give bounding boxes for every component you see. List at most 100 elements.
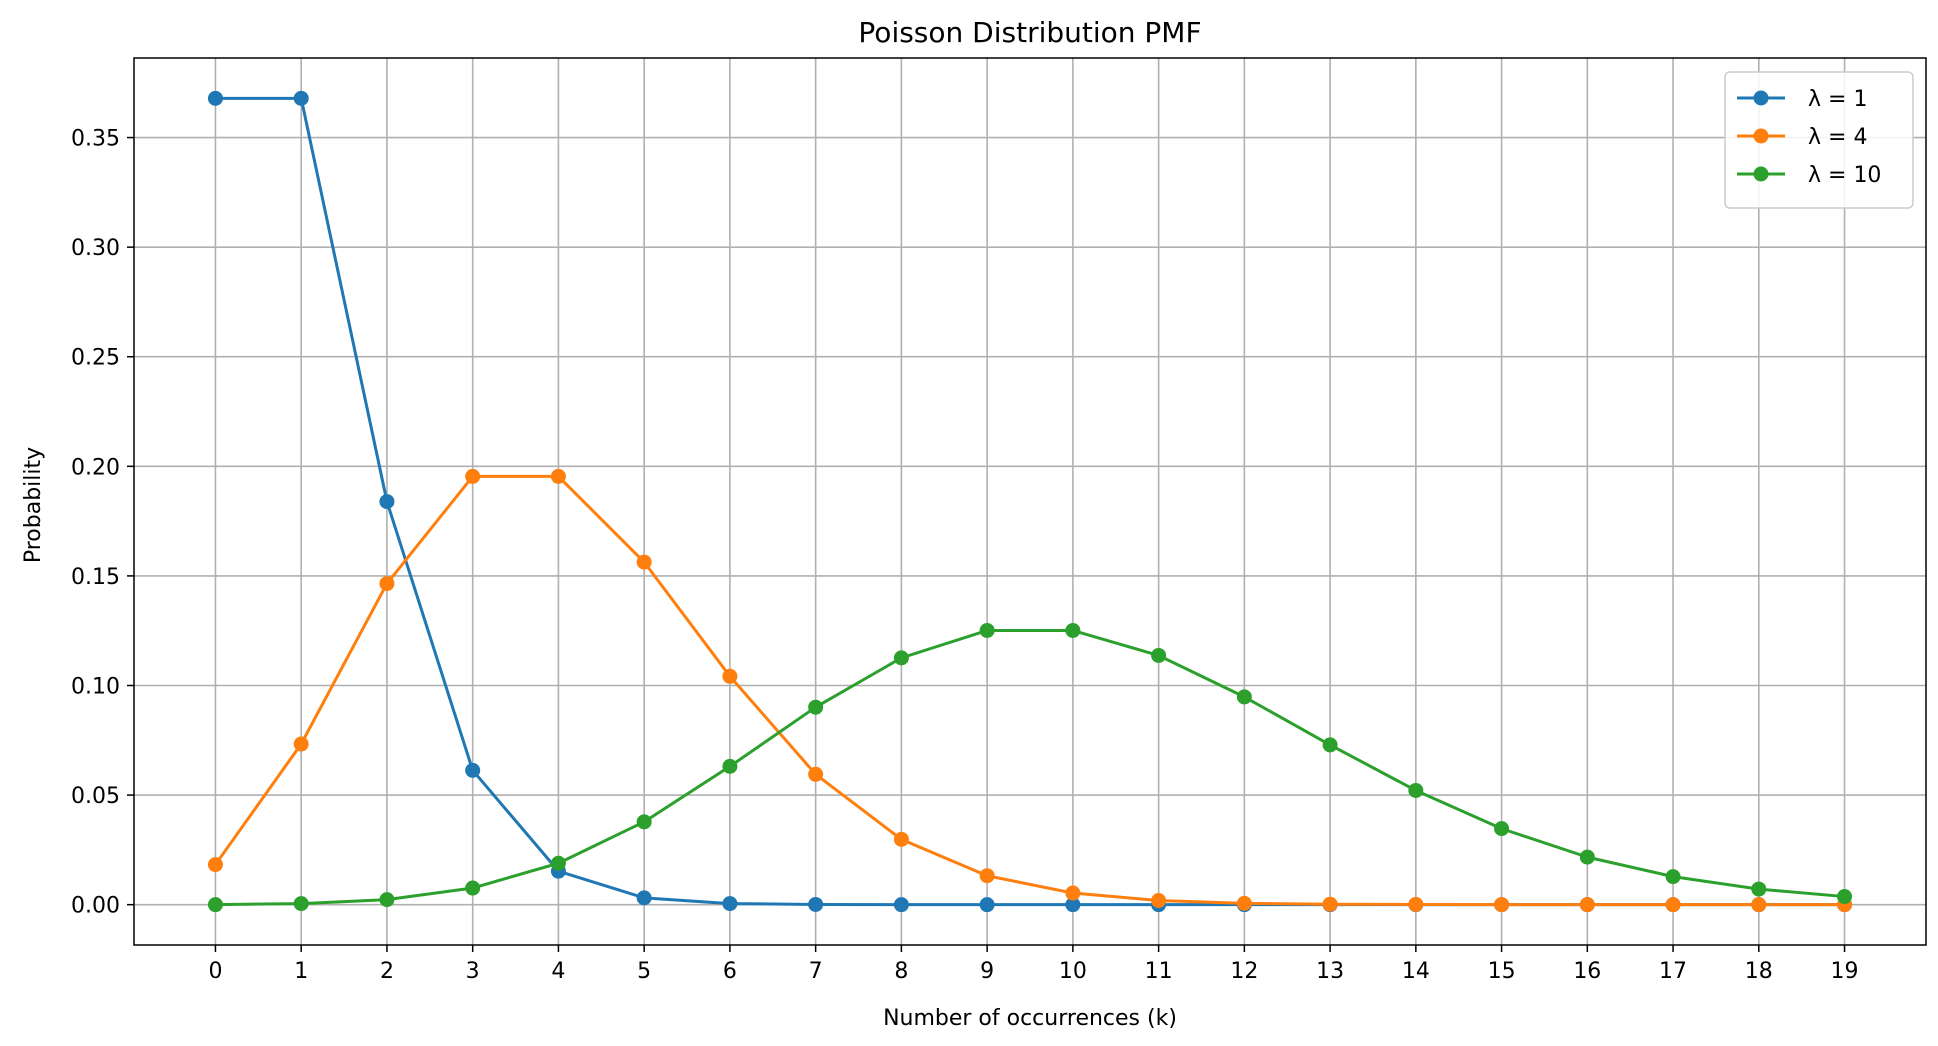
x-tick-label: 15	[1488, 959, 1516, 984]
y-tick-label: 0.35	[71, 127, 120, 152]
data-point	[636, 814, 652, 830]
data-point	[207, 897, 223, 913]
data-point	[1408, 896, 1424, 912]
grid	[134, 58, 1926, 945]
x-tick-label: 2	[380, 959, 394, 984]
data-point	[893, 897, 909, 913]
data-point	[293, 896, 309, 912]
legend-label: λ = 10	[1808, 163, 1881, 188]
data-point	[1579, 849, 1595, 865]
data-point	[550, 468, 566, 484]
data-point	[1322, 737, 1338, 753]
x-tick-label: 7	[809, 959, 823, 984]
x-tick-label: 5	[637, 959, 651, 984]
series-line	[214, 474, 1845, 907]
data-point	[1322, 896, 1338, 912]
data-point	[1408, 782, 1424, 798]
legend-marker	[1753, 128, 1769, 144]
data-point	[1151, 647, 1167, 663]
data-point	[979, 868, 995, 884]
series-2	[207, 468, 1853, 913]
data-point	[379, 576, 395, 592]
data-point	[722, 758, 738, 774]
x-tick-label: 18	[1745, 959, 1773, 984]
x-tick-label: 8	[894, 959, 908, 984]
plot-area-frame	[133, 57, 1927, 946]
data-point	[465, 880, 481, 896]
series-layer	[207, 90, 1853, 913]
data-point	[293, 736, 309, 752]
x-tick-label: 19	[1831, 959, 1859, 984]
x-tick-label: 14	[1402, 959, 1430, 984]
data-point	[1579, 897, 1595, 913]
x-tick-label: 0	[208, 959, 222, 984]
data-point	[979, 897, 995, 913]
data-point	[808, 766, 824, 782]
data-point	[722, 896, 738, 912]
y-tick-label: 0.30	[71, 236, 120, 261]
y-tick-label: 0.05	[71, 784, 120, 809]
data-point	[1665, 897, 1681, 913]
data-point	[1665, 869, 1681, 885]
data-point	[1494, 821, 1510, 837]
data-point	[293, 90, 309, 106]
x-tick-label: 1	[294, 959, 308, 984]
x-tick-label: 10	[1059, 959, 1087, 984]
x-tick-label: 13	[1316, 959, 1344, 984]
data-point	[550, 855, 566, 871]
x-tick-label: 11	[1145, 959, 1173, 984]
y-tick-label: 0.25	[71, 346, 120, 371]
data-point	[207, 90, 223, 106]
data-point	[1751, 897, 1767, 913]
data-point	[1494, 897, 1510, 913]
x-tick-label: 17	[1659, 959, 1687, 984]
chart-title: Poisson Distribution PMF	[858, 16, 1201, 49]
data-point	[1837, 889, 1853, 905]
data-point	[465, 762, 481, 778]
data-point	[893, 831, 909, 847]
y-tick-label: 0.15	[71, 565, 120, 590]
x-tick-label: 3	[466, 959, 480, 984]
data-point	[722, 668, 738, 684]
y-tick-label: 0.20	[71, 455, 120, 480]
x-axis-label: Number of occurrences (k)	[883, 1006, 1177, 1031]
legend-marker	[1753, 166, 1769, 182]
x-tick-label: 6	[723, 959, 737, 984]
data-point	[808, 699, 824, 715]
data-point	[1236, 895, 1252, 911]
data-point	[207, 857, 223, 873]
data-point	[379, 892, 395, 908]
series-3	[207, 622, 1853, 913]
legend-label: λ = 4	[1808, 125, 1867, 150]
data-point	[1751, 881, 1767, 897]
data-point	[1065, 897, 1081, 913]
legend: λ = 1 λ = 4 λ = 10	[1724, 71, 1914, 209]
legend-item: λ = 10	[1737, 163, 1881, 188]
ticks: 0 1 2 3 4 5 6 7 8 9 10 11 12 13 14 15 16 17 18 190.000.050.…	[71, 127, 1859, 984]
data-point	[1065, 622, 1081, 638]
data-point	[1236, 689, 1252, 705]
data-point	[636, 890, 652, 906]
y-tick-label: 0.10	[71, 674, 120, 699]
data-point	[379, 494, 395, 510]
legend-item: λ = 1	[1737, 87, 1867, 112]
x-tick-label: 9	[980, 959, 994, 984]
data-point	[1151, 893, 1167, 909]
data-point	[808, 896, 824, 912]
legend-marker	[1753, 90, 1769, 106]
x-tick-label: 4	[551, 959, 565, 984]
x-tick-label: 16	[1573, 959, 1601, 984]
data-point	[465, 468, 481, 484]
y-tick-label: 0.00	[71, 894, 120, 919]
data-point	[636, 554, 652, 570]
legend-item: λ = 4	[1737, 125, 1867, 150]
data-point	[893, 650, 909, 666]
data-point	[979, 622, 995, 638]
series-line	[215, 628, 1845, 907]
y-axis-label: Probability	[21, 447, 46, 563]
data-point	[1065, 885, 1081, 901]
x-tick-label: 12	[1230, 959, 1258, 984]
legend-label: λ = 1	[1808, 87, 1867, 112]
